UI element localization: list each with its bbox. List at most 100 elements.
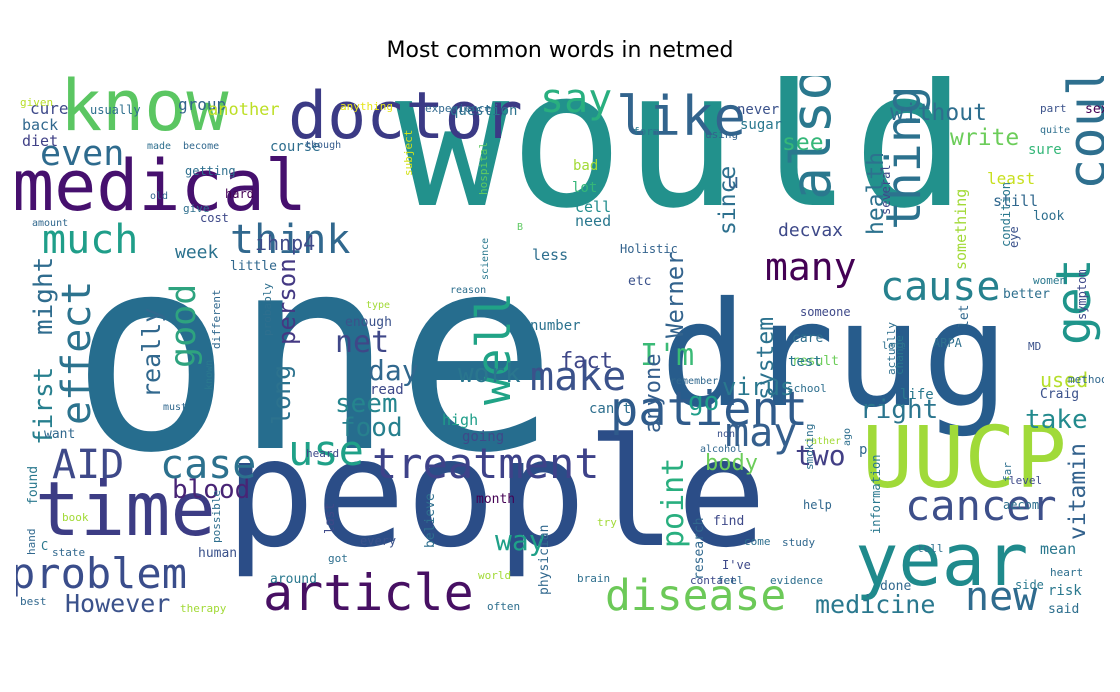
cloud-word: year xyxy=(855,518,1028,602)
cloud-word: someone xyxy=(800,305,851,319)
cloud-word: high xyxy=(442,411,478,429)
cloud-word: back xyxy=(22,116,58,134)
cloud-word: part xyxy=(1040,102,1067,115)
cloud-word: different xyxy=(210,289,223,349)
cloud-word: tell xyxy=(917,542,944,555)
cloud-word: using xyxy=(705,128,738,141)
cloud-word: B xyxy=(517,222,523,233)
cloud-word: may xyxy=(725,410,797,456)
cloud-word: several xyxy=(879,164,893,215)
cloud-word: problem xyxy=(16,549,187,598)
cloud-word: like xyxy=(616,85,746,148)
cloud-word: never xyxy=(737,102,779,118)
cloud-word: seem xyxy=(335,389,398,419)
cloud-word: think xyxy=(230,217,350,263)
cloud-word: side xyxy=(1015,578,1044,592)
cloud-word: good xyxy=(164,284,204,368)
cloud-word: reason xyxy=(450,285,486,296)
cloud-word: cost xyxy=(200,211,229,225)
cloud-word: said xyxy=(1048,602,1079,616)
cloud-word: result xyxy=(792,354,839,369)
cloud-word: sure xyxy=(1028,142,1062,158)
cloud-word: MD xyxy=(1028,340,1041,353)
cloud-word: evidence xyxy=(770,574,823,587)
cloud-word: health xyxy=(863,152,889,235)
cloud-word: quite xyxy=(1040,125,1070,136)
cloud-word: week xyxy=(175,242,219,263)
cloud-word: diet xyxy=(22,132,58,150)
cloud-word: go xyxy=(688,387,719,417)
cloud-word: first xyxy=(29,367,59,445)
cloud-word: made xyxy=(147,141,171,152)
cloud-word: person xyxy=(273,258,301,345)
cloud-word: without xyxy=(890,100,987,126)
cloud-word: got xyxy=(328,552,348,565)
cloud-word: last xyxy=(323,503,338,534)
cloud-word: known xyxy=(204,360,215,390)
cloud-word: smoking xyxy=(803,424,816,470)
cloud-word: article xyxy=(263,564,474,616)
cloud-word: say xyxy=(540,76,612,122)
cloud-word: little xyxy=(230,259,277,274)
cloud-word: less xyxy=(532,246,568,264)
cloud-word: use xyxy=(288,426,364,475)
cloud-word: cancer xyxy=(905,481,1057,530)
cloud-word: UUCP xyxy=(862,409,1067,508)
cloud-word: really xyxy=(137,308,166,398)
cloud-word: anything xyxy=(340,100,393,113)
cloud-word: given xyxy=(20,96,53,109)
cloud-word: book xyxy=(62,511,89,524)
cloud-word: patient xyxy=(610,382,808,437)
cloud-word: done xyxy=(880,579,911,594)
cloud-word: old xyxy=(150,191,168,202)
cloud-word: risk xyxy=(1048,583,1082,599)
cloud-word: hard xyxy=(225,187,254,201)
cloud-word: change xyxy=(893,335,906,375)
cloud-word: least xyxy=(987,169,1035,188)
cloud-word: vitamin xyxy=(1065,443,1091,540)
cloud-word: sex xyxy=(1085,102,1104,117)
cloud-word: possible xyxy=(210,490,223,543)
cloud-word: treatment xyxy=(372,439,600,488)
cloud-word: system xyxy=(753,317,779,400)
cloud-word: lot xyxy=(572,180,597,196)
cloud-word: would xyxy=(395,76,967,250)
cloud-word: much xyxy=(42,217,138,263)
cloud-word: cure xyxy=(30,99,69,118)
cloud-word: could xyxy=(1058,76,1104,190)
cloud-word: doctor xyxy=(288,79,523,154)
cloud-word: world xyxy=(478,569,511,582)
cloud-word: every xyxy=(360,534,396,548)
cloud-word: right xyxy=(860,395,938,425)
cloud-word: ARPA xyxy=(933,336,963,350)
cloud-word: two xyxy=(795,439,846,472)
cloud-word: level xyxy=(1009,474,1042,487)
cloud-word: medicine xyxy=(815,590,935,616)
cloud-word: many xyxy=(765,245,857,289)
cloud-word: though xyxy=(305,140,341,151)
cloud-word: research xyxy=(692,517,707,580)
cloud-word: point xyxy=(656,458,691,548)
cloud-word: drug xyxy=(660,271,1009,440)
cloud-word: medical xyxy=(16,145,307,227)
cloud-word: better xyxy=(1003,287,1050,302)
cloud-word: enough xyxy=(345,315,392,330)
cloud-word: remember xyxy=(670,376,718,387)
cloud-word: state xyxy=(52,546,85,559)
cloud-word: number xyxy=(530,318,581,334)
cloud-word: might xyxy=(29,257,59,335)
cloud-word: ihnp4 xyxy=(255,231,315,255)
cloud-word: blood xyxy=(172,475,250,505)
cloud-word: Werner xyxy=(661,251,689,338)
cloud-word: form xyxy=(633,125,660,138)
cloud-word: virus xyxy=(722,373,794,401)
cloud-word: going xyxy=(462,429,504,445)
cloud-word: find xyxy=(713,514,744,529)
cloud-word: non xyxy=(717,429,735,440)
cloud-word: feel xyxy=(717,574,744,587)
cloud-word: get xyxy=(1046,258,1102,345)
cloud-word: cause xyxy=(880,264,1000,310)
cloud-word: anyone xyxy=(641,354,666,433)
cloud-word: see xyxy=(782,130,824,156)
cloud-word: ago xyxy=(842,428,853,446)
